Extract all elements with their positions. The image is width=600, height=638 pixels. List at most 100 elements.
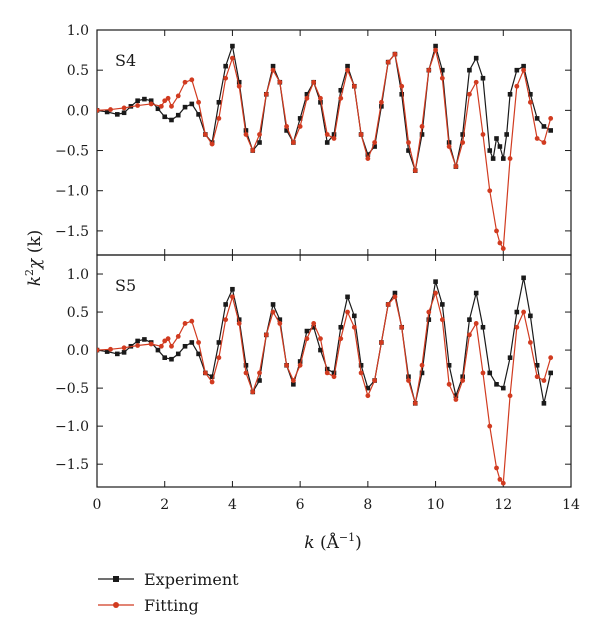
data-point xyxy=(541,124,547,129)
data-point xyxy=(169,343,174,349)
data-point xyxy=(236,83,242,89)
data-point xyxy=(216,340,222,345)
data-point xyxy=(277,321,283,326)
data-point xyxy=(358,362,364,368)
data-point xyxy=(500,480,506,486)
x-tick-label: 0 xyxy=(93,497,102,513)
data-point xyxy=(104,109,110,115)
data-point xyxy=(230,43,235,49)
data-point xyxy=(406,378,411,383)
data-point xyxy=(433,279,438,284)
data-point xyxy=(473,79,479,85)
data-point xyxy=(169,356,174,362)
data-point xyxy=(304,95,310,101)
data-point xyxy=(504,132,509,137)
data-point xyxy=(162,355,168,360)
data-point xyxy=(399,83,405,89)
data-point xyxy=(494,382,499,387)
y-tick-label: −1.5 xyxy=(55,457,89,473)
data-point xyxy=(494,136,499,141)
data-point xyxy=(521,275,526,281)
data-point xyxy=(446,362,452,368)
data-point xyxy=(392,294,398,300)
data-point xyxy=(507,156,513,161)
data-point xyxy=(365,156,371,161)
data-point xyxy=(236,321,242,326)
data-point xyxy=(148,101,154,107)
data-point xyxy=(297,116,303,121)
panel-label: S5 xyxy=(115,276,136,295)
data-point xyxy=(372,140,378,145)
data-point xyxy=(104,349,110,354)
data-point xyxy=(175,333,181,339)
data-point xyxy=(182,104,188,110)
data-point xyxy=(379,104,384,109)
data-point xyxy=(527,99,533,105)
y-tick-label: −0.5 xyxy=(55,381,89,397)
data-point xyxy=(196,112,201,117)
data-point xyxy=(135,103,141,108)
data-point xyxy=(311,321,317,326)
data-point xyxy=(534,362,540,368)
data-point xyxy=(169,103,174,109)
data-point xyxy=(324,366,330,372)
data-point xyxy=(548,355,554,361)
data-point xyxy=(453,164,459,170)
data-point xyxy=(365,393,371,399)
data-point xyxy=(514,67,520,73)
data-point xyxy=(419,362,425,368)
data-point xyxy=(216,355,222,361)
data-point xyxy=(426,317,432,322)
legend-item-fitting: Fitting xyxy=(98,596,199,615)
y-tick-label: 0.5 xyxy=(67,63,89,79)
data-point xyxy=(399,91,405,97)
data-point xyxy=(338,324,344,330)
y-tick-label: 0.5 xyxy=(67,305,89,321)
data-point xyxy=(257,140,262,145)
data-point xyxy=(158,103,164,109)
data-point xyxy=(446,144,452,149)
data-point xyxy=(521,63,526,69)
y-axis-label: k2χ (k) xyxy=(23,230,45,287)
data-point xyxy=(297,124,303,129)
data-point xyxy=(426,309,432,315)
data-point xyxy=(121,105,127,111)
data-point xyxy=(284,128,289,133)
data-point xyxy=(379,340,384,345)
data-point xyxy=(196,351,201,357)
data-point xyxy=(216,115,222,121)
data-point xyxy=(108,346,113,352)
data-point xyxy=(372,378,378,383)
data-point xyxy=(97,347,100,353)
legend-item-experiment: Experiment xyxy=(98,570,239,589)
data-point xyxy=(473,321,479,326)
data-point xyxy=(324,140,330,145)
data-point xyxy=(467,91,472,97)
data-point xyxy=(284,124,289,129)
data-point xyxy=(270,67,276,73)
data-point xyxy=(148,98,154,104)
data-point xyxy=(121,345,127,351)
data-point xyxy=(297,359,303,364)
data-point xyxy=(338,87,344,93)
data-point xyxy=(480,75,486,81)
data-point xyxy=(175,112,181,118)
data-point xyxy=(331,374,337,380)
data-point xyxy=(467,332,472,338)
data-point xyxy=(358,132,364,137)
data-point xyxy=(209,141,215,147)
data-point xyxy=(158,343,164,349)
data-point xyxy=(439,75,445,81)
data-point xyxy=(497,476,503,482)
data-point xyxy=(270,309,276,315)
data-point xyxy=(419,132,425,137)
data-point xyxy=(263,91,269,97)
data-point xyxy=(365,152,371,157)
data-point xyxy=(169,117,174,123)
data-point xyxy=(189,340,195,345)
data-point xyxy=(500,246,506,251)
data-point xyxy=(189,101,195,107)
data-point xyxy=(115,112,120,117)
data-point xyxy=(250,389,256,395)
data-point xyxy=(270,63,276,69)
